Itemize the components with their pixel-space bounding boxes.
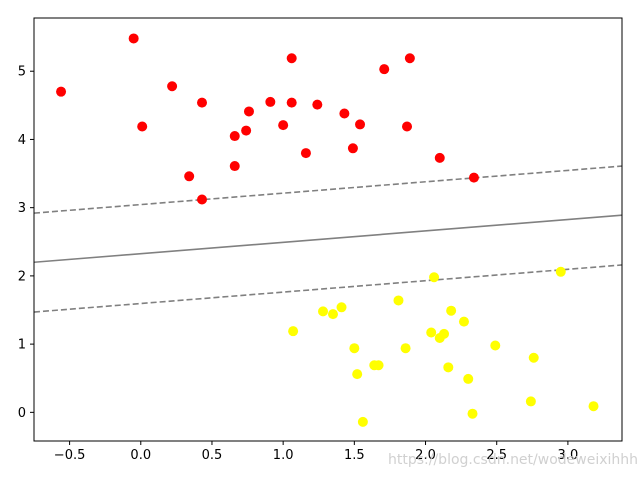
- data-points: [56, 33, 599, 427]
- red-point: [197, 97, 207, 108]
- red-point: [137, 121, 148, 132]
- decision-lines: [34, 165, 622, 313]
- y-tick-label: 1: [18, 338, 26, 353]
- yellow-point: [349, 343, 360, 354]
- red-point: [56, 86, 67, 97]
- red-point: [229, 131, 240, 142]
- y-tick-label: 5: [18, 65, 26, 80]
- decision-boundary-line: [34, 214, 622, 264]
- yellow-point: [439, 328, 450, 339]
- yellow-point: [352, 369, 363, 380]
- red-point: [379, 64, 390, 75]
- yellow-point: [525, 396, 536, 407]
- red-point: [312, 99, 323, 110]
- margin-line-lower: [34, 264, 622, 313]
- red-point: [300, 148, 311, 159]
- yellow-point: [458, 316, 469, 327]
- yellow-point: [588, 401, 599, 412]
- red-point: [355, 119, 366, 130]
- red-point: [402, 121, 413, 132]
- x-tick-label: 1.0: [273, 448, 294, 463]
- watermark: https://blog.csdn.net/wodeweixihhh: [388, 452, 639, 468]
- x-tick-label: −0.5: [54, 448, 86, 463]
- red-point: [241, 125, 252, 136]
- x-axis: −0.5 0.0 0.5 1.0 1.5 2.0 2.5 3.0: [54, 441, 578, 463]
- red-point: [167, 81, 178, 92]
- red-point: [265, 96, 276, 107]
- x-tick-label: 3.0: [558, 448, 579, 463]
- plot-frame: [33, 17, 623, 442]
- y-tick-label: 0: [18, 406, 26, 421]
- yellow-point: [446, 305, 457, 316]
- red-point: [339, 108, 350, 119]
- red-point: [468, 172, 479, 183]
- red-point: [434, 152, 445, 163]
- y-tick-label: 4: [18, 133, 26, 148]
- yellow-point: [336, 302, 347, 313]
- x-tick-label: 0.5: [202, 448, 223, 463]
- red-point: [197, 194, 207, 205]
- yellow-point: [288, 326, 299, 337]
- yellow-point: [318, 306, 329, 317]
- red-point: [404, 53, 415, 64]
- y-tick-label: 3: [18, 201, 26, 216]
- red-point: [184, 171, 195, 182]
- y-axis: 0 1 2 3 4 5: [18, 65, 34, 421]
- red-point: [128, 33, 139, 44]
- red-point: [347, 143, 358, 154]
- red-point: [286, 97, 297, 108]
- yellow-point: [393, 295, 404, 306]
- yellow-point: [555, 266, 566, 277]
- yellow-point: [528, 352, 539, 363]
- red-point: [229, 161, 240, 172]
- x-tick-label: 1.5: [344, 448, 365, 463]
- yellow-point: [443, 362, 454, 373]
- x-tick-label: 2.0: [415, 448, 436, 463]
- margin-line-upper: [34, 165, 622, 214]
- x-tick-label: 2.5: [486, 448, 507, 463]
- y-tick-label: 2: [18, 269, 26, 284]
- x-tick-label: 0.0: [130, 448, 151, 463]
- red-point: [243, 106, 254, 117]
- yellow-point: [463, 373, 474, 384]
- yellow-point: [327, 309, 338, 320]
- yellow-point: [429, 272, 440, 283]
- red-point: [278, 120, 289, 131]
- red-point: [286, 53, 297, 64]
- yellow-point: [467, 408, 478, 419]
- yellow-point: [357, 416, 368, 427]
- yellow-point: [426, 327, 437, 338]
- yellow-point: [373, 360, 384, 371]
- yellow-point: [400, 343, 411, 354]
- yellow-point: [490, 340, 501, 351]
